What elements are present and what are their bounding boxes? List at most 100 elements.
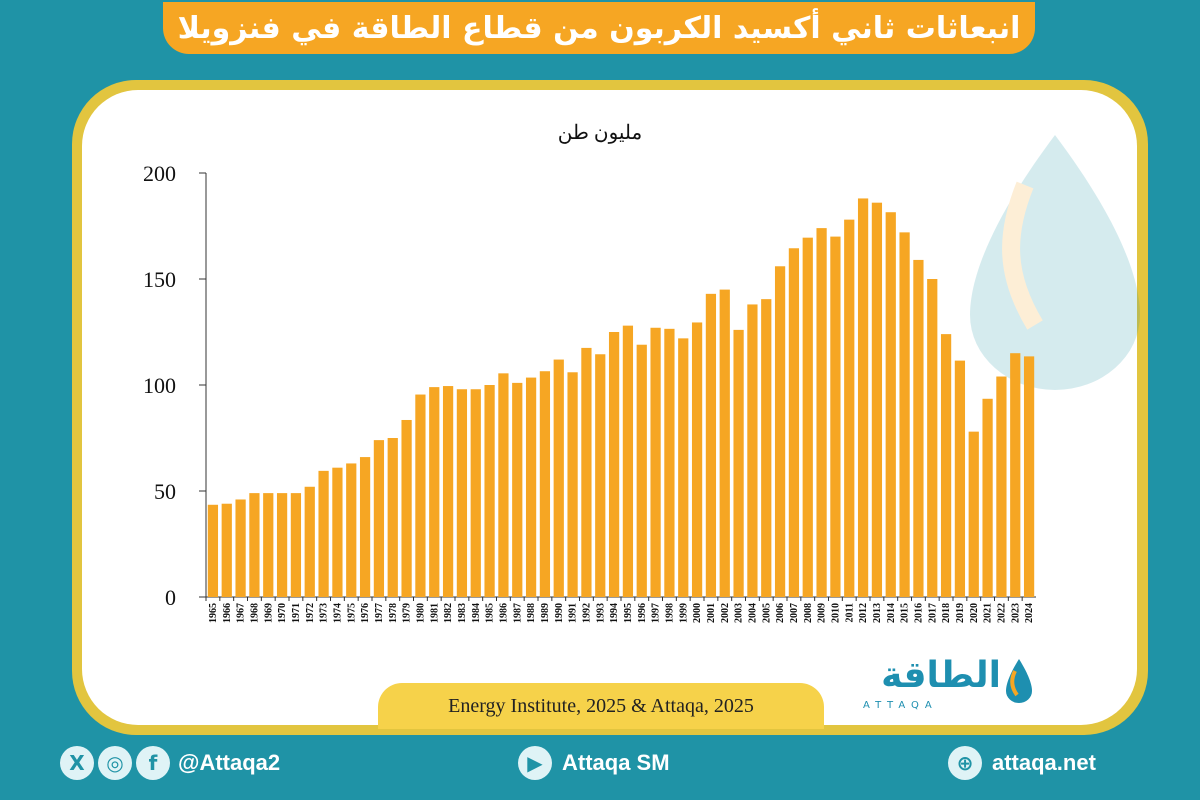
bar: [913, 259, 924, 597]
bar: [1010, 353, 1021, 597]
x-tick-label: 1987: [512, 603, 523, 623]
bar: [581, 347, 592, 597]
x-tick-label: 2021: [983, 603, 994, 623]
bar: [691, 322, 703, 597]
attaqa-logo: الطاقة ATTAQA: [855, 655, 1035, 715]
y-axis-unit-label: مليون طن: [557, 122, 643, 144]
bar: [761, 299, 772, 597]
x-tick-label: 1990: [554, 603, 565, 623]
bar: [927, 279, 938, 597]
bar: [595, 354, 606, 597]
x-tick-label: 1986: [498, 603, 509, 623]
x-tick-label: 1982: [443, 603, 454, 623]
bar: [899, 232, 910, 598]
logo-drop-icon: [1006, 659, 1032, 703]
x-tick-label: 2016: [913, 603, 924, 623]
x-tick-label: 1973: [319, 603, 330, 623]
x-tick-label: 2014: [886, 603, 897, 623]
x-tick-label: 2024: [1024, 603, 1035, 623]
x-tick-label: 1998: [664, 603, 675, 623]
bar: [470, 389, 481, 597]
x-tick-label: 1995: [623, 603, 634, 623]
x-tick-label: 1985: [485, 603, 496, 623]
logo-english-text: ATTAQA: [863, 700, 938, 711]
bar: [844, 219, 855, 597]
x-tick-label: 1974: [332, 603, 343, 623]
bar: [290, 493, 302, 597]
bar: [373, 440, 385, 597]
bar: [525, 377, 537, 597]
x-tick-label: 1992: [581, 603, 592, 623]
bar: [263, 493, 274, 597]
bar: [1023, 356, 1035, 597]
bar: [650, 327, 661, 597]
x-tick-label: 1984: [471, 603, 482, 623]
bar: [415, 394, 426, 597]
watermark-drop-icon: [970, 135, 1140, 390]
y-tick-label: 200: [143, 161, 176, 186]
y-tick-label: 0: [165, 585, 176, 610]
x-tick-label: 2010: [830, 603, 841, 623]
website-link[interactable]: attaqa.net: [992, 750, 1096, 775]
bar: [429, 387, 440, 597]
bar: [512, 382, 523, 597]
youtube-icon[interactable]: ▶: [518, 746, 552, 780]
x-tick-label: 1970: [277, 603, 288, 623]
youtube-label[interactable]: Attaqa SM: [562, 750, 670, 775]
bar: [456, 389, 468, 597]
bar: [636, 344, 647, 597]
x-tick-label: 1968: [249, 603, 260, 623]
bar: [553, 359, 564, 597]
facebook-icon[interactable]: f: [136, 746, 170, 780]
bar: [276, 493, 288, 597]
source-caption: Energy Institute, 2025 & Attaqa, 2025: [378, 683, 824, 729]
social-handle[interactable]: @Attaqa2: [178, 750, 281, 775]
chart-title-banner: انبعاثات ثاني أكسيد الكربون من قطاع الطا…: [163, 2, 1035, 54]
x-tick-label: 1988: [526, 603, 537, 623]
bar: [885, 212, 896, 597]
globe-icon[interactable]: ⊕: [948, 746, 982, 780]
bar: [359, 457, 371, 597]
x-tick-label: 1999: [678, 603, 689, 623]
bar: [622, 325, 634, 597]
instagram-icon[interactable]: ◎: [98, 746, 132, 780]
x-tick-label: 2011: [844, 603, 855, 622]
x-tick-label: 1994: [609, 603, 620, 623]
x-tick-label: 1980: [415, 603, 426, 623]
bar: [442, 386, 454, 597]
bar: [318, 470, 329, 597]
chart-title: انبعاثات ثاني أكسيد الكربون من قطاع الطا…: [177, 10, 1021, 46]
bar: [207, 504, 219, 597]
bar: [678, 338, 689, 597]
source-text: Energy Institute, 2025 & Attaqa, 2025: [448, 694, 754, 717]
bar: [705, 293, 717, 597]
x-tick-label: 1977: [374, 603, 385, 623]
bar: [871, 202, 883, 597]
bar: [498, 373, 509, 597]
x-tick-label: 1976: [360, 603, 371, 623]
x-tick-label: 2019: [955, 603, 966, 623]
x-tick-label: 1966: [222, 603, 233, 623]
x-tick-label: 2003: [734, 603, 745, 623]
x-tick-label: 2018: [941, 603, 952, 623]
x-tick-label: 1996: [637, 603, 648, 623]
bar: [401, 419, 412, 597]
bar: [857, 198, 869, 597]
x-tick-label: 1972: [305, 603, 316, 623]
x-tick-label: 1997: [651, 603, 662, 623]
bar: [774, 266, 786, 597]
x-tick-label: 1965: [208, 603, 219, 623]
x-tick-label: 2004: [747, 603, 758, 623]
x-tick-label: 2007: [789, 603, 800, 623]
x-tick-label: 1981: [429, 603, 440, 623]
y-tick-label: 50: [154, 479, 176, 504]
x-tick-label: 2023: [1010, 603, 1021, 623]
bar: [221, 503, 232, 597]
x-twitter-icon[interactable]: X: [60, 746, 94, 780]
x-tick-label: 2013: [872, 603, 883, 623]
bar: [539, 371, 551, 597]
bar: [982, 398, 993, 597]
x-tick-label: 1978: [388, 603, 399, 623]
bar: [747, 304, 758, 597]
bar: [954, 360, 966, 597]
